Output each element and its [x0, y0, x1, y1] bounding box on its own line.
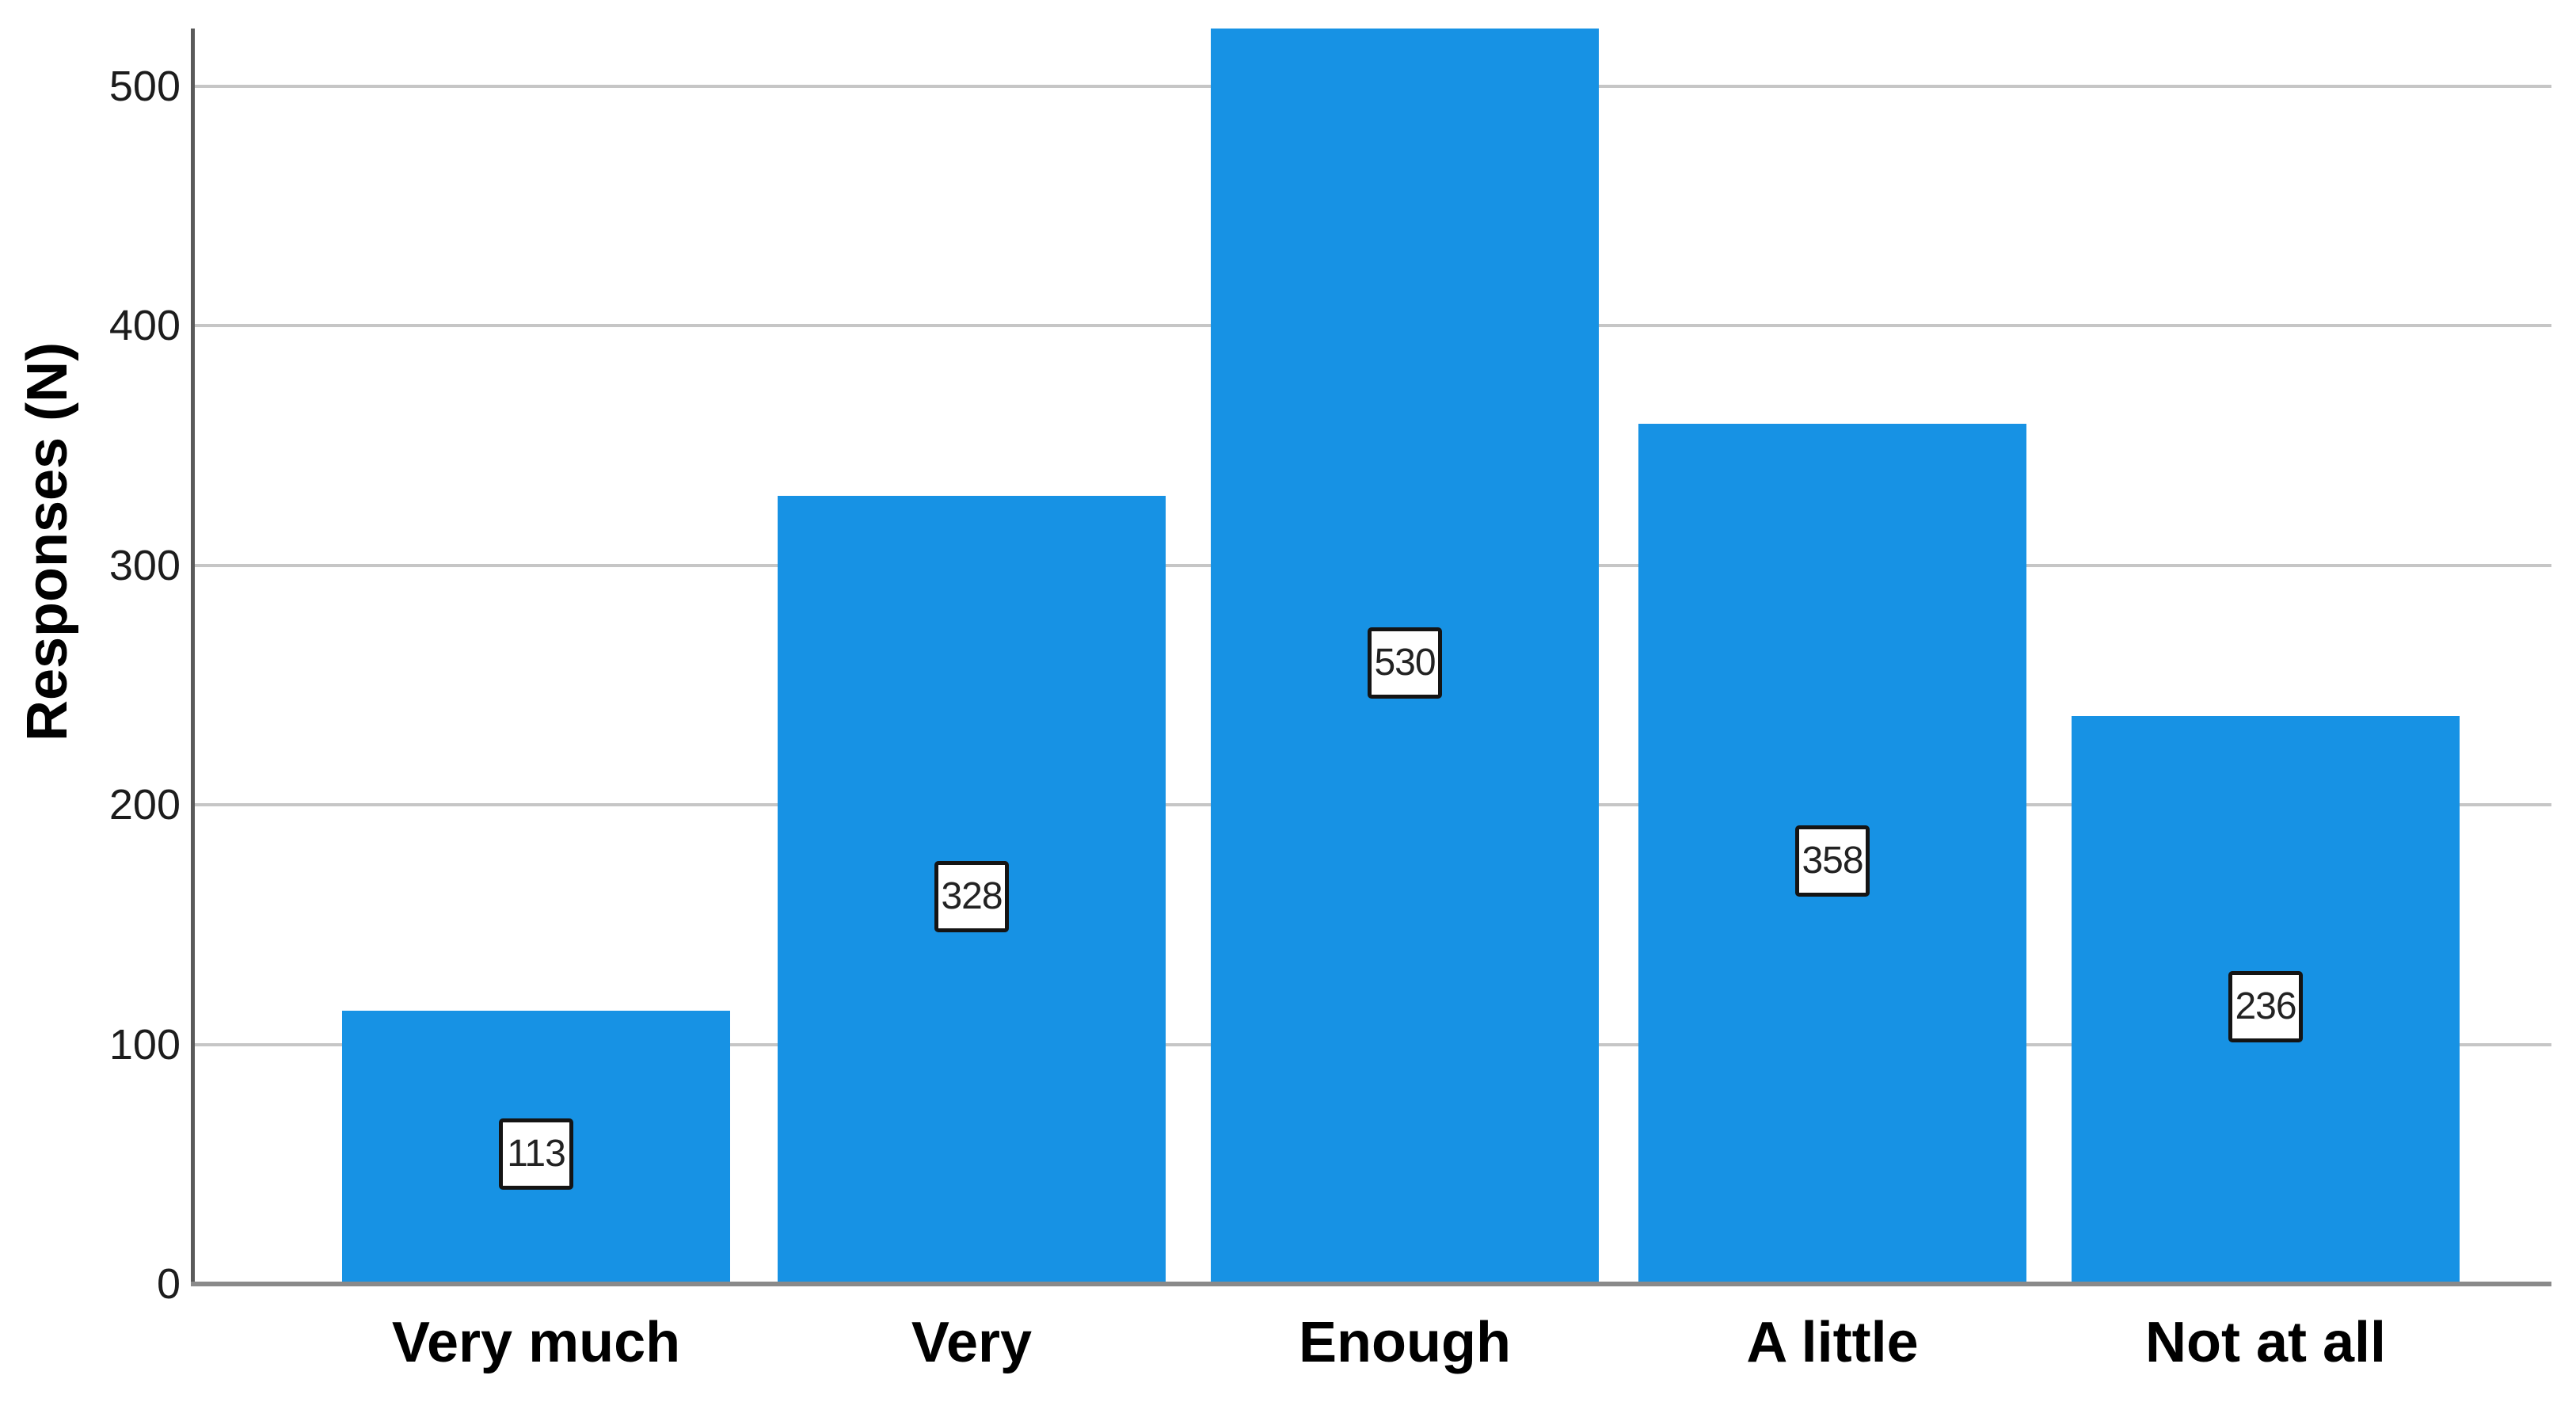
x-category-label: A little	[1746, 1311, 1919, 1374]
y-tick-label: 500	[108, 62, 181, 110]
bar-value-label: 236	[2228, 971, 2303, 1042]
x-category-label: Not at all	[2144, 1311, 2387, 1374]
y-axis-line	[191, 29, 195, 1286]
y-tick-label: 200	[108, 781, 181, 829]
bar-value-label: 358	[1795, 825, 1870, 897]
x-category-label: Enough	[1299, 1311, 1511, 1374]
bar-value-label: 530	[1368, 627, 1442, 699]
y-tick-label: 0	[156, 1260, 181, 1308]
bar-value-label: 328	[934, 861, 1009, 932]
y-tick-label: 300	[108, 541, 181, 589]
x-category-label: Very	[911, 1311, 1033, 1374]
bar-value-label: 113	[499, 1118, 573, 1190]
x-category-label: Very much	[391, 1311, 681, 1374]
x-axis-line	[191, 1282, 2551, 1286]
y-tick-label: 400	[108, 302, 181, 350]
y-tick-label: 100	[108, 1020, 181, 1069]
